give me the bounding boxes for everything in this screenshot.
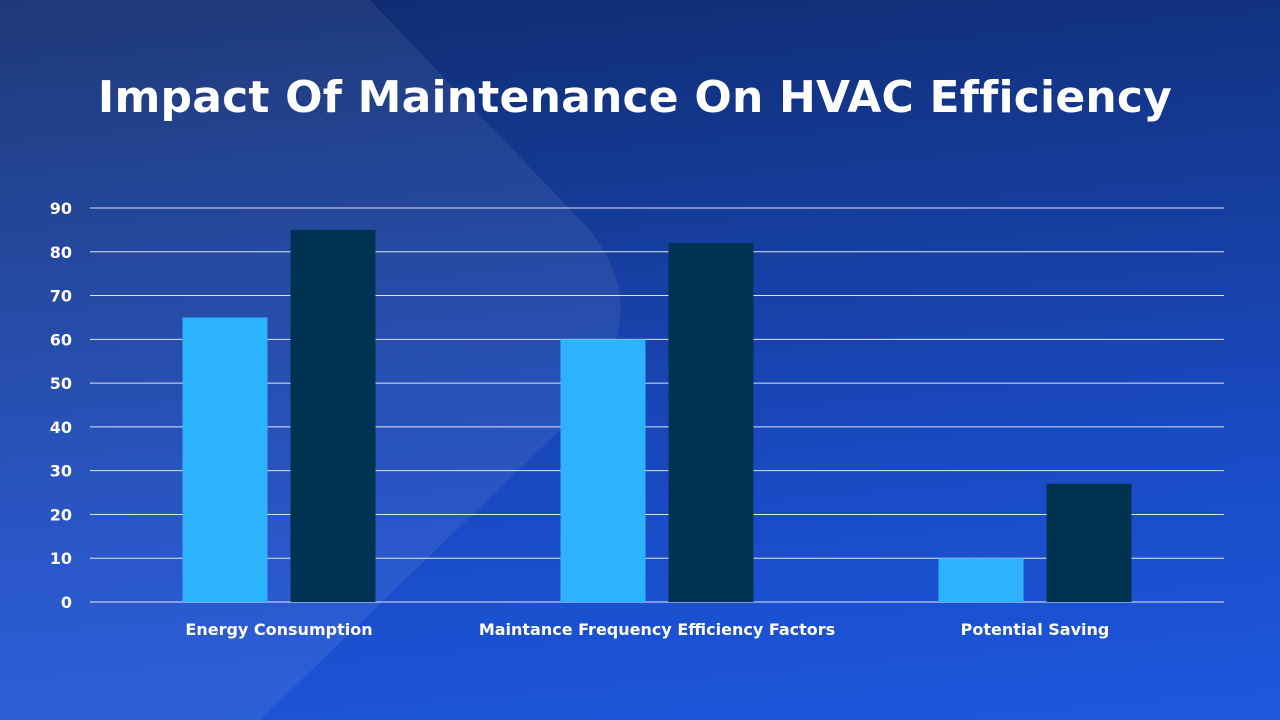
y-tick-label: 40 [50,418,72,437]
bar-series-2-cat-1 [290,229,376,602]
y-tick-label: 60 [50,330,72,349]
bar-series-2-cat-2 [668,243,754,602]
gridlines [90,207,1224,603]
y-tick-label: 0 [61,593,72,612]
y-tick-label: 70 [50,287,72,306]
x-category-label: Potential Saving [961,620,1110,639]
x-category-label: Energy Consumption [185,620,372,639]
x-category-label: Maintance Frequency Efficiency Factors [479,620,835,639]
x-axis-category-labels: Energy Consumption Maintance Frequency Ef… [185,620,1109,639]
y-axis-tick-labels: 0 10 20 30 40 50 60 70 80 90 [50,199,72,612]
bar-series-1-cat-1 [182,317,268,602]
y-tick-label: 10 [50,549,72,568]
chart-title: Impact Of Maintenance On HVAC Efficiency [97,72,1173,123]
y-tick-label: 80 [50,243,72,262]
bar-series-1-cat-2 [560,339,646,602]
y-tick-label: 50 [50,374,72,393]
bars [182,229,1132,602]
bar-series-1-cat-3 [938,558,1024,602]
y-tick-label: 20 [50,505,72,524]
y-tick-label: 30 [50,462,72,481]
bar-series-2-cat-3 [1046,483,1132,602]
y-tick-label: 90 [50,199,72,218]
